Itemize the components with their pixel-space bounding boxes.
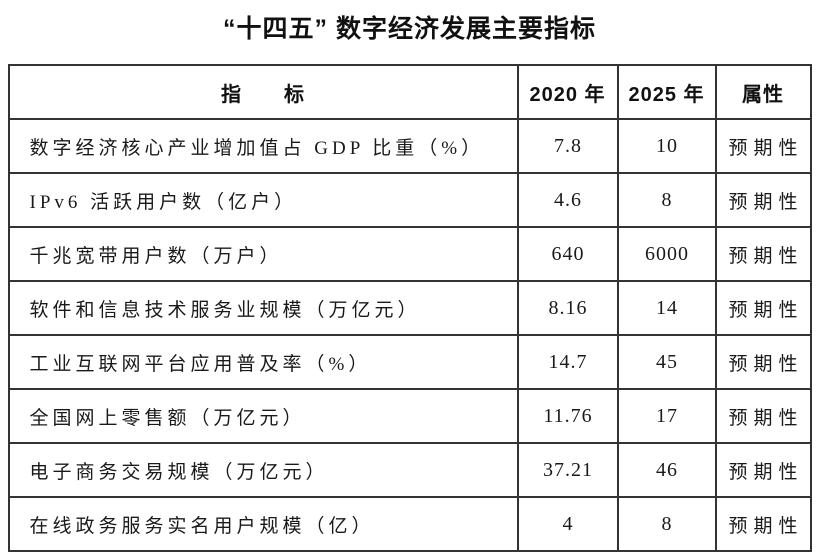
attribute-cell: 预期性 (714, 442, 812, 498)
indicator-cell: 工业互联网平台应用普及率（%） (7, 334, 519, 390)
value-2020-cell: 14.7 (516, 334, 619, 390)
table-row: 软件和信息技术服务业规模（万亿元） 8.16 14 预期性 (7, 280, 812, 336)
indicator-cell: 在线政务服务实名用户规模（亿） (7, 496, 519, 552)
value-2020-cell: 4.6 (516, 172, 619, 228)
table-row: 在线政务服务实名用户规模（亿） 4 8 预期性 (7, 496, 812, 552)
value-2025-cell: 8 (616, 496, 717, 552)
table-row: 数字经济核心产业增加值占 GDP 比重（%） 7.8 10 预期性 (7, 118, 812, 174)
attribute-cell: 预期性 (714, 226, 812, 282)
value-2020-cell: 11.76 (516, 388, 619, 444)
attribute-cell: 预期性 (714, 118, 812, 174)
value-2025-cell: 14 (616, 280, 717, 336)
value-2020-cell: 8.16 (516, 280, 619, 336)
table-row: 电子商务交易规模（万亿元） 37.21 46 预期性 (7, 442, 812, 498)
attribute-cell: 预期性 (714, 172, 812, 228)
indicator-cell: 电子商务交易规模（万亿元） (7, 442, 519, 498)
indicator-cell: IPv6 活跃用户数（亿户） (7, 172, 519, 228)
table-row: IPv6 活跃用户数（亿户） 4.6 8 预期性 (7, 172, 812, 228)
value-2020-cell: 7.8 (516, 118, 619, 174)
attribute-cell: 预期性 (714, 280, 812, 336)
value-2020-cell: 37.21 (516, 442, 619, 498)
header-year-2020: 2020 年 (516, 64, 619, 120)
value-2025-cell: 8 (616, 172, 717, 228)
attribute-cell: 预期性 (714, 388, 812, 444)
value-2025-cell: 10 (616, 118, 717, 174)
indicator-cell: 软件和信息技术服务业规模（万亿元） (7, 280, 519, 336)
table-header-row: 指 标 2020 年 2025 年 属性 (7, 64, 812, 120)
attribute-cell: 预期性 (714, 334, 812, 390)
value-2025-cell: 46 (616, 442, 717, 498)
indicators-table: 指 标 2020 年 2025 年 属性 数字经济核心产业增加值占 GDP 比重… (7, 64, 812, 552)
value-2025-cell: 17 (616, 388, 717, 444)
document-page: “十四五” 数字经济发展主要指标 指 标 2020 年 2025 年 属性 数字… (0, 9, 819, 552)
header-indicator: 指 标 (7, 64, 519, 120)
indicator-cell: 千兆宽带用户数（万户） (7, 226, 519, 282)
value-2025-cell: 6000 (616, 226, 717, 282)
value-2020-cell: 4 (516, 496, 619, 552)
header-year-2025: 2025 年 (616, 64, 717, 120)
indicator-cell: 数字经济核心产业增加值占 GDP 比重（%） (7, 118, 519, 174)
table-row: 千兆宽带用户数（万户） 640 6000 预期性 (7, 226, 812, 282)
table-row: 工业互联网平台应用普及率（%） 14.7 45 预期性 (7, 334, 812, 390)
page-title: “十四五” 数字经济发展主要指标 (223, 15, 596, 43)
attribute-cell: 预期性 (714, 496, 812, 552)
table-row: 全国网上零售额（万亿元） 11.76 17 预期性 (7, 388, 812, 444)
value-2025-cell: 45 (616, 334, 717, 390)
value-2020-cell: 640 (516, 226, 619, 282)
header-attribute: 属性 (714, 64, 812, 120)
indicator-cell: 全国网上零售额（万亿元） (7, 388, 519, 444)
